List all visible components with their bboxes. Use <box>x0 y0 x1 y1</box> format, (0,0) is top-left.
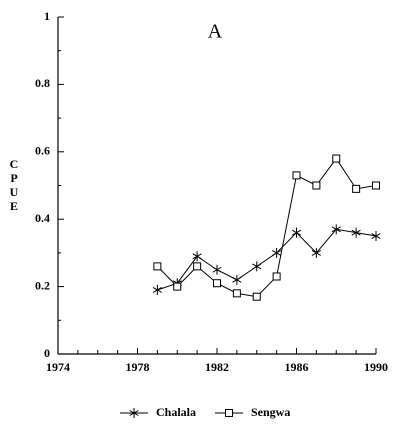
marker-arm <box>351 229 361 236</box>
marker <box>129 408 139 418</box>
marker-arm <box>252 263 262 270</box>
marker-arm <box>291 229 302 236</box>
marker <box>193 262 202 271</box>
marker <box>232 289 241 298</box>
x-tick-label: 1986 <box>285 360 309 374</box>
y-tick-label: 0.8 <box>35 76 50 90</box>
marker <box>352 184 361 193</box>
marker-arm <box>152 287 162 293</box>
series-line <box>157 157 377 298</box>
marker-square <box>193 262 202 271</box>
x-tick-label: 1982 <box>205 360 229 374</box>
marker-square <box>352 184 361 193</box>
marker-arm <box>331 226 341 233</box>
y-tick-label: 1 <box>44 9 50 23</box>
marker-square <box>272 272 281 281</box>
marker <box>292 171 301 180</box>
marker-arm <box>192 253 202 260</box>
marker-arm <box>272 249 282 256</box>
marker <box>351 227 361 238</box>
marker-arm <box>129 410 139 416</box>
marker <box>252 292 261 301</box>
x-tick-label: 1990 <box>364 360 388 374</box>
marker <box>252 261 262 272</box>
marker <box>332 154 341 163</box>
marker <box>225 409 233 417</box>
y-tick-label: 0.6 <box>35 144 50 158</box>
x-tick-label: 1978 <box>126 360 150 374</box>
x-tick-label: 1974 <box>46 360 70 374</box>
marker-square <box>332 154 341 163</box>
marker-arm <box>311 249 321 256</box>
marker <box>312 181 321 190</box>
marker <box>153 262 162 271</box>
marker <box>372 181 380 190</box>
marker <box>311 247 321 258</box>
marker <box>272 247 282 258</box>
marker-square <box>372 181 380 190</box>
marker-arm <box>232 276 242 283</box>
marker <box>192 251 202 262</box>
y-tick-label: 0.2 <box>35 278 50 292</box>
chart-title: A <box>208 21 223 43</box>
marker-arm <box>371 233 381 239</box>
legend-label: Chalala <box>156 405 196 419</box>
y-tick-label: 0.4 <box>35 211 50 225</box>
marker-square <box>153 262 162 271</box>
legend-label: Sengwa <box>251 405 290 419</box>
marker-square <box>292 171 301 180</box>
marker-arm <box>212 266 222 273</box>
y-tick-label: 0 <box>44 346 50 360</box>
marker-square <box>225 409 233 417</box>
marker <box>272 272 281 281</box>
marker <box>232 274 242 285</box>
marker-square <box>252 292 261 301</box>
marker <box>212 264 222 275</box>
marker <box>291 227 302 238</box>
marker <box>331 224 341 235</box>
series-line <box>157 228 377 291</box>
marker <box>213 279 221 288</box>
marker <box>173 282 182 291</box>
marker-square <box>312 181 321 190</box>
marker <box>152 284 162 295</box>
marker-square <box>213 279 221 288</box>
marker-square <box>173 282 182 291</box>
marker-square <box>232 289 241 298</box>
marker <box>371 231 381 242</box>
